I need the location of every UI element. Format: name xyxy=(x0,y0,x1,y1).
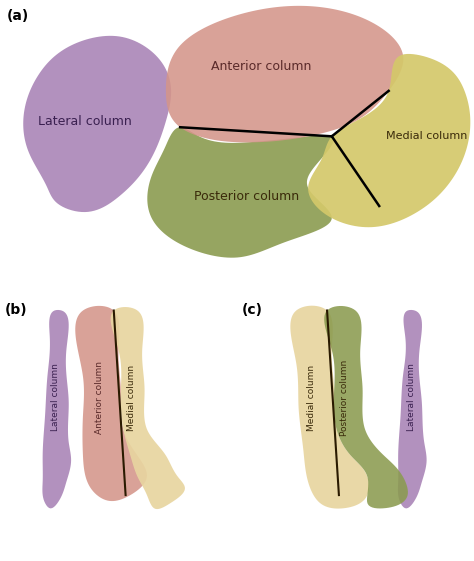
Text: Posterior column: Posterior column xyxy=(194,190,299,204)
Text: Posterior column: Posterior column xyxy=(340,360,349,436)
Text: (b): (b) xyxy=(5,302,27,316)
Text: Lateral column: Lateral column xyxy=(407,364,416,431)
Polygon shape xyxy=(110,307,185,509)
Polygon shape xyxy=(42,310,71,508)
Polygon shape xyxy=(398,310,427,508)
Polygon shape xyxy=(75,306,147,501)
Text: Medial column: Medial column xyxy=(307,365,316,431)
Text: Medial column: Medial column xyxy=(127,365,136,431)
Polygon shape xyxy=(291,306,369,509)
Polygon shape xyxy=(166,6,403,142)
Polygon shape xyxy=(324,306,408,508)
Text: Lateral column: Lateral column xyxy=(38,114,132,128)
Polygon shape xyxy=(147,127,334,257)
Text: Anterior column: Anterior column xyxy=(95,361,104,434)
Polygon shape xyxy=(23,36,171,212)
Text: Anterior column: Anterior column xyxy=(210,60,311,73)
Polygon shape xyxy=(308,54,470,227)
Text: Lateral column: Lateral column xyxy=(51,364,60,431)
Text: Medial column: Medial column xyxy=(386,131,467,141)
Text: (c): (c) xyxy=(242,302,263,316)
Text: (a): (a) xyxy=(7,9,29,23)
